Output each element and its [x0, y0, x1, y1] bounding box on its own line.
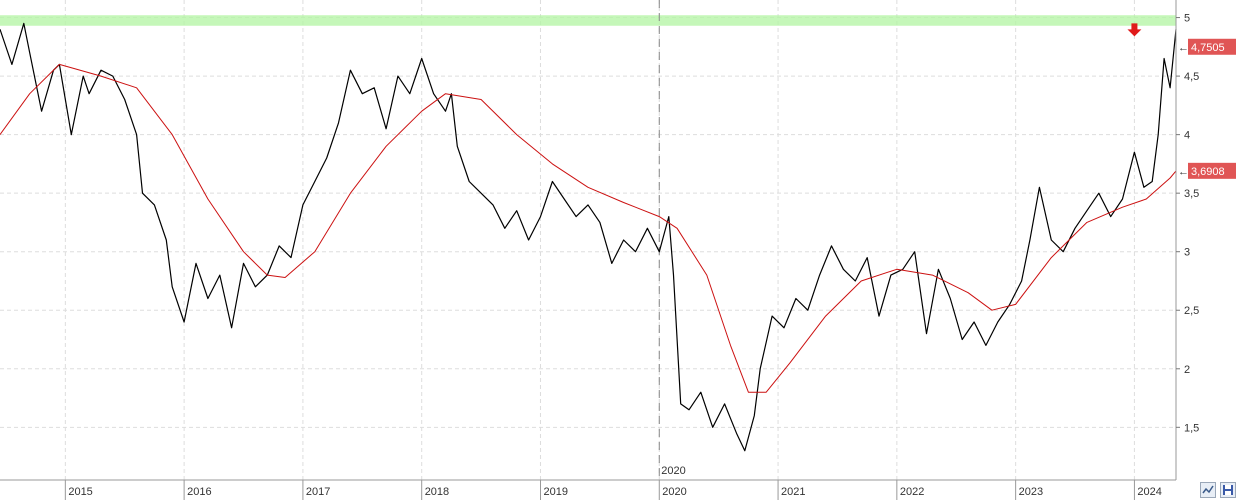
x-tick-label: 2019	[543, 486, 567, 498]
y-tick-label: 1,5	[1184, 422, 1199, 434]
badge-pointer-icon: ←	[1178, 166, 1189, 178]
resistance-zone	[0, 15, 1176, 26]
price-badge: ← 4,7505	[1178, 38, 1236, 55]
price-badge-bg	[1188, 162, 1236, 179]
price-series-line	[0, 22, 1177, 452]
chart-type-button[interactable]	[1200, 482, 1216, 498]
x-tick-label: 2021	[781, 486, 805, 498]
x-tick-label: 2018	[425, 486, 449, 498]
x-tick-label: 2022	[900, 486, 924, 498]
x-tick-label: 2023	[1019, 486, 1043, 498]
moving-average-line	[0, 63, 1177, 393]
price-badges: ← 4,7505← 3,6908	[1178, 38, 1236, 179]
y-tick-label: 3	[1184, 247, 1190, 259]
x-tick-label: 2016	[187, 486, 211, 498]
x-axis: 2015 2016 2017 2018 2019 2020 2021 2022 2023 2024	[64, 480, 1162, 500]
save-icon	[1223, 485, 1233, 495]
y-tick-label: 4,5	[1184, 71, 1199, 83]
x-tick-label: 2017	[306, 486, 330, 498]
y-tick-label: 5	[1184, 13, 1190, 25]
y-tick-label: 2,5	[1184, 305, 1199, 317]
price-badge-label: 3,6908	[1191, 166, 1225, 178]
x-tick-label: 2024	[1137, 486, 1161, 498]
y-tick-label: 4	[1184, 130, 1190, 142]
series-group	[0, 22, 1177, 452]
chart-type-icon	[1202, 485, 1214, 494]
badge-pointer-icon: ←	[1178, 42, 1189, 54]
save-button[interactable]	[1220, 482, 1236, 498]
price-badge: ← 3,6908	[1178, 162, 1236, 179]
year-divider-label: 2020	[661, 465, 685, 477]
price-badge-bg	[1188, 38, 1236, 55]
y-tick-label: 3,5	[1184, 188, 1199, 200]
y-tick-label: 2	[1184, 364, 1190, 376]
plot-background	[0, 0, 1176, 480]
x-tick-label: 2020	[662, 486, 686, 498]
price-badge-label: 4,7505	[1191, 42, 1225, 54]
y-axis: 1,5 2 2,5 3 3,5 4 4,5 5	[1176, 13, 1199, 434]
x-tick-label: 2015	[68, 486, 92, 498]
down-arrow-icon	[1127, 23, 1142, 37]
